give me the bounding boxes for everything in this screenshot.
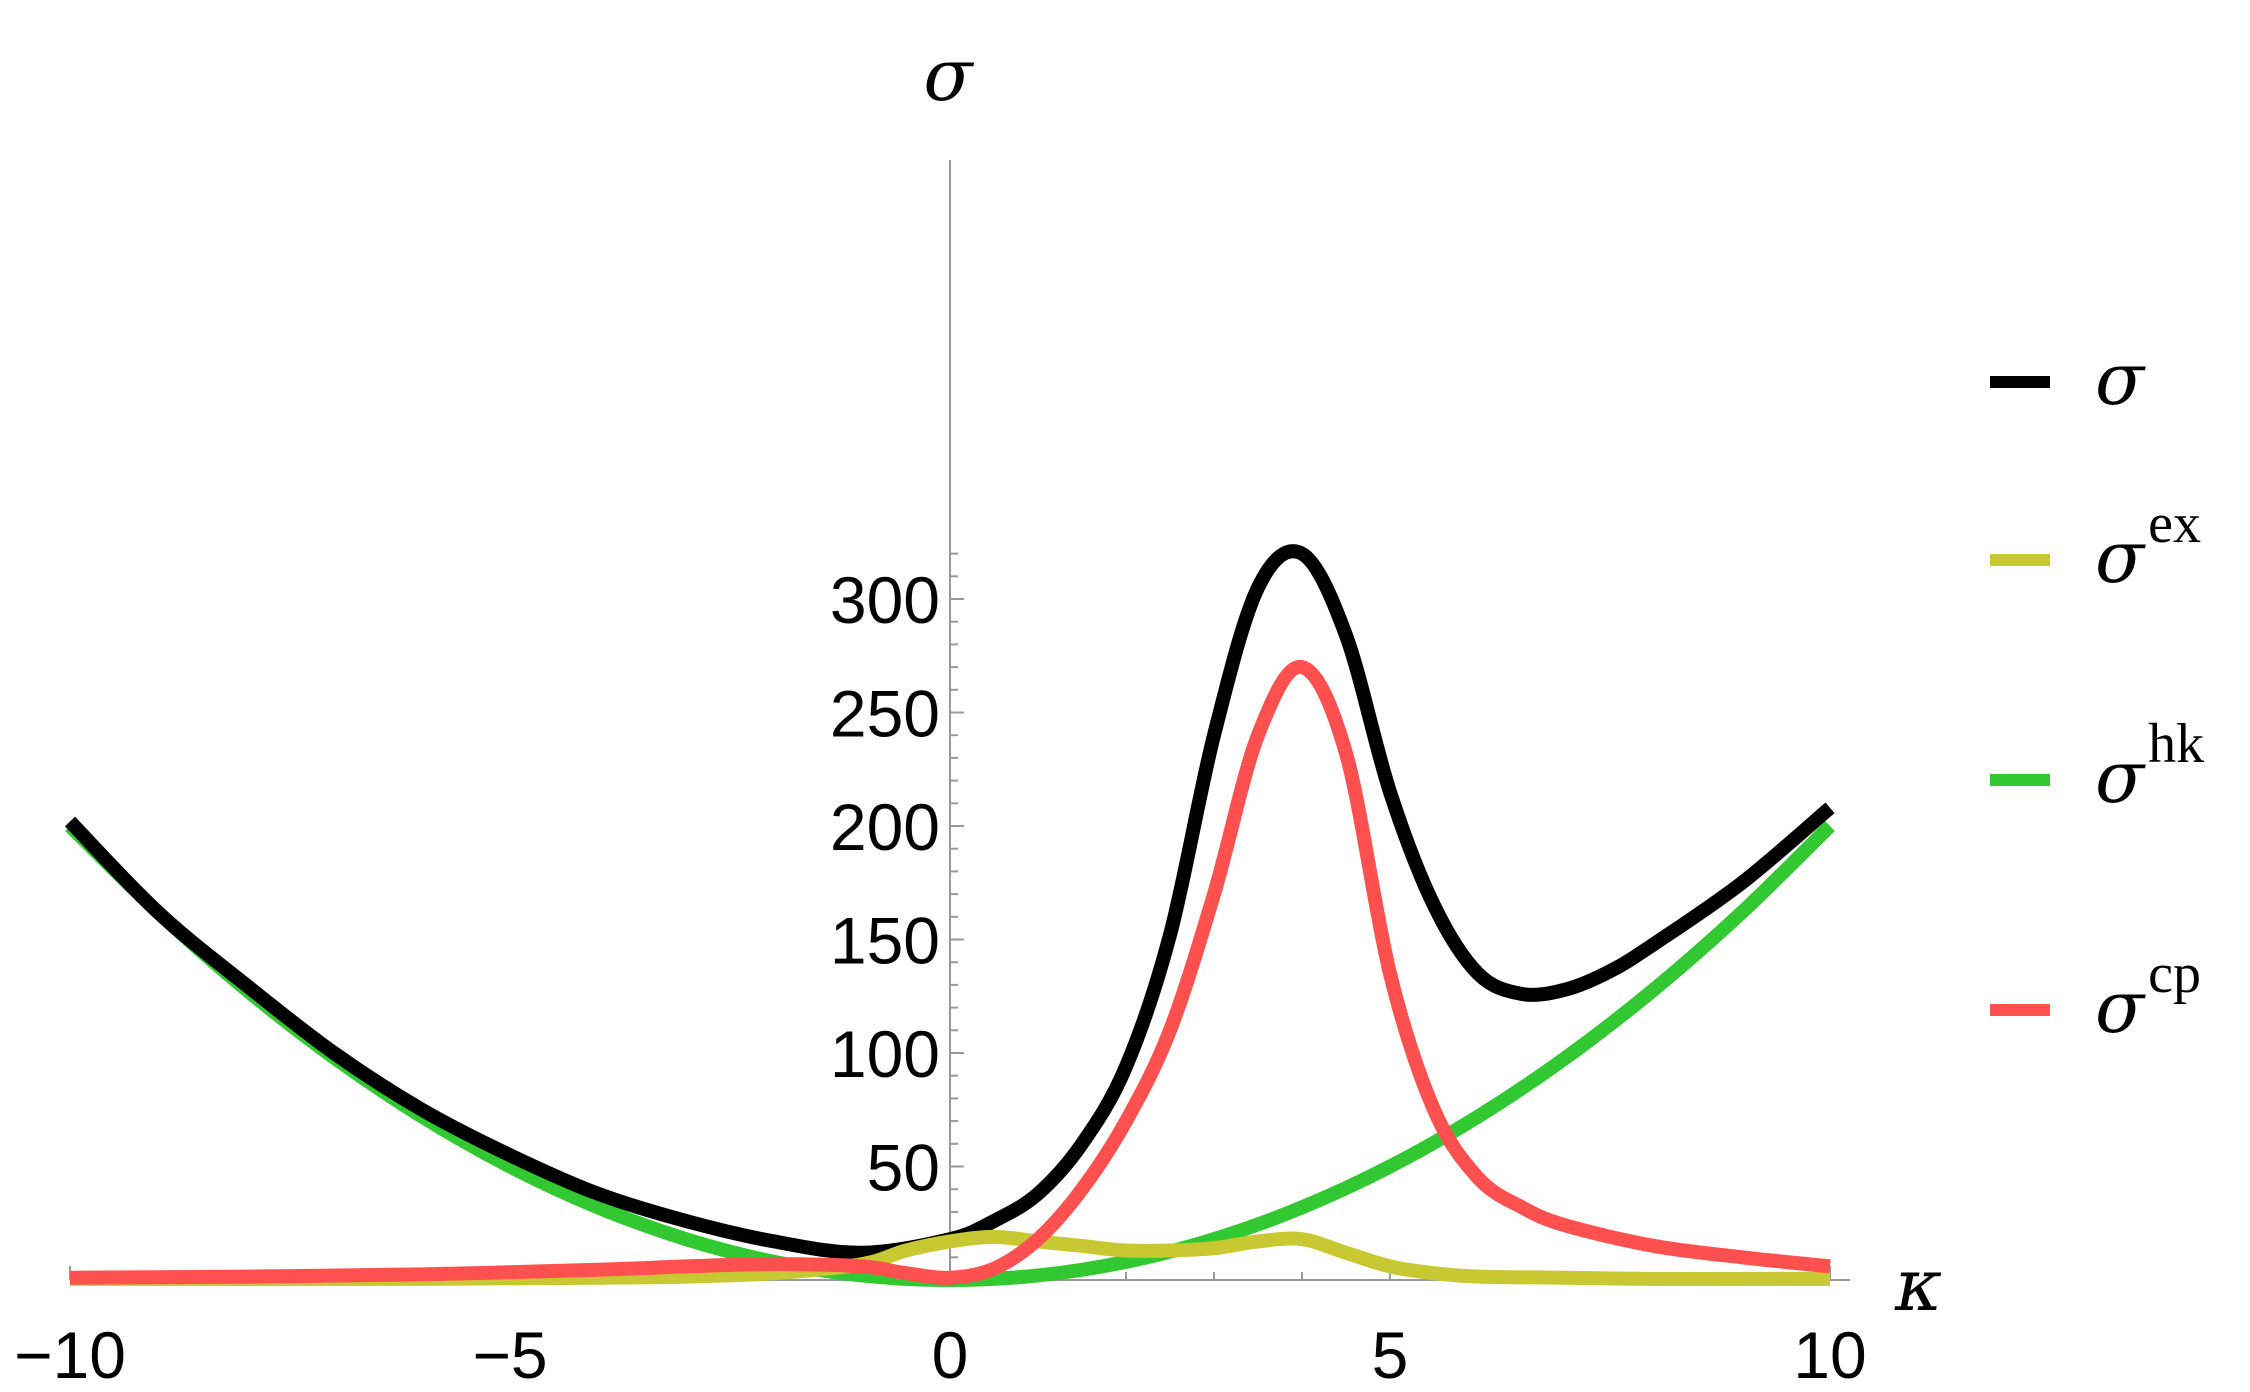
y-tick-label: 50	[867, 1131, 940, 1205]
axes: −10 −5 0 5 10 50 100 150 200 250 300 κ σ	[14, 33, 1942, 1392]
legend-label: σ	[2095, 337, 2146, 421]
y-tick-label: 300	[830, 563, 940, 637]
x-tick-label: −10	[14, 1318, 126, 1392]
series-line	[69, 1229, 1831, 1286]
legend-label-superscript: ex	[2148, 493, 2201, 555]
x-tick-label: 10	[1793, 1318, 1866, 1392]
series-line	[64, 544, 1835, 1260]
plot-area	[64, 544, 1835, 1287]
y-axis-title: σ	[923, 33, 974, 117]
x-tick-label: −5	[472, 1318, 547, 1392]
y-tick-label: 100	[830, 1017, 940, 1091]
x-tick-label: 0	[932, 1318, 969, 1392]
legend-label: σcp	[2095, 943, 2201, 1049]
x-axis-title: κ	[1894, 1243, 1942, 1327]
legend-label-superscript: hk	[2148, 713, 2204, 775]
series-line	[69, 660, 1831, 1285]
legend-label: σex	[2095, 493, 2201, 599]
legend-label-superscript: cp	[2148, 943, 2201, 1005]
y-tick-label: 200	[830, 790, 940, 864]
x-tick-label: 5	[1372, 1318, 1409, 1392]
legend-label: σhk	[2095, 713, 2204, 819]
y-tick-label: 250	[830, 677, 940, 751]
legend: σ σex σhk σcp	[1990, 337, 2204, 1049]
y-tick-label: 150	[830, 904, 940, 978]
